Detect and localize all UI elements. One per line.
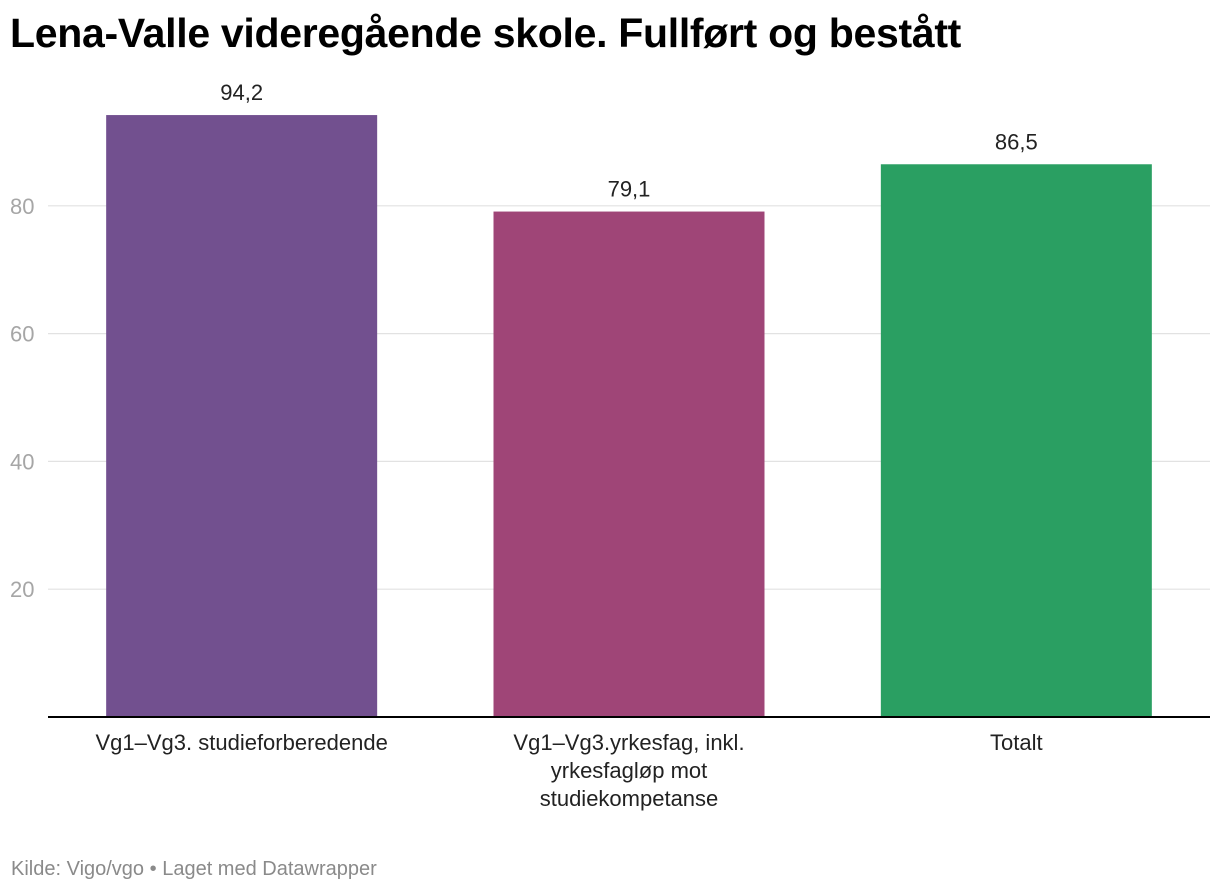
value-labels: 94,2 79,1 86,5 [220, 80, 1037, 201]
value-label: 94,2 [220, 80, 263, 105]
category-label: yrkesfagløp mot [551, 758, 708, 783]
category-labels: Vg1–Vg3. studieforberedende Vg1–Vg3.yrkes… [95, 730, 1042, 811]
y-tick-label: 80 [10, 194, 34, 219]
value-label: 86,5 [995, 129, 1038, 154]
category-label: Vg1–Vg3.yrkesfag, inkl. [513, 730, 744, 755]
bar [106, 115, 378, 717]
y-tick-labels: 20 40 60 80 [10, 194, 34, 602]
footer: Kilde: Vigo/vgo • Laget med Datawrapper [11, 858, 377, 881]
bars [106, 115, 1152, 717]
source-note: Kilde: Vigo/vgo [11, 858, 145, 880]
category-label: studiekompetanse [540, 786, 719, 811]
category-label: Vg1–Vg3. studieforberedende [95, 730, 387, 755]
y-tick-label: 40 [10, 449, 34, 474]
bar [493, 211, 765, 717]
credit-note: Laget med Datawrapper [162, 858, 377, 880]
y-tick-label: 20 [10, 577, 34, 602]
y-tick-label: 60 [10, 322, 34, 347]
value-label: 79,1 [608, 177, 651, 202]
chart-title: Lena-Valle videregående skole. Fullført … [10, 10, 962, 56]
bar [880, 164, 1152, 717]
category-label: Totalt [990, 730, 1043, 755]
bar-chart: 20 40 60 80 94,2 79,1 86,5 Vg1–Vg3. studiefor… [10, 80, 1210, 811]
footer-separator: • [149, 858, 157, 880]
